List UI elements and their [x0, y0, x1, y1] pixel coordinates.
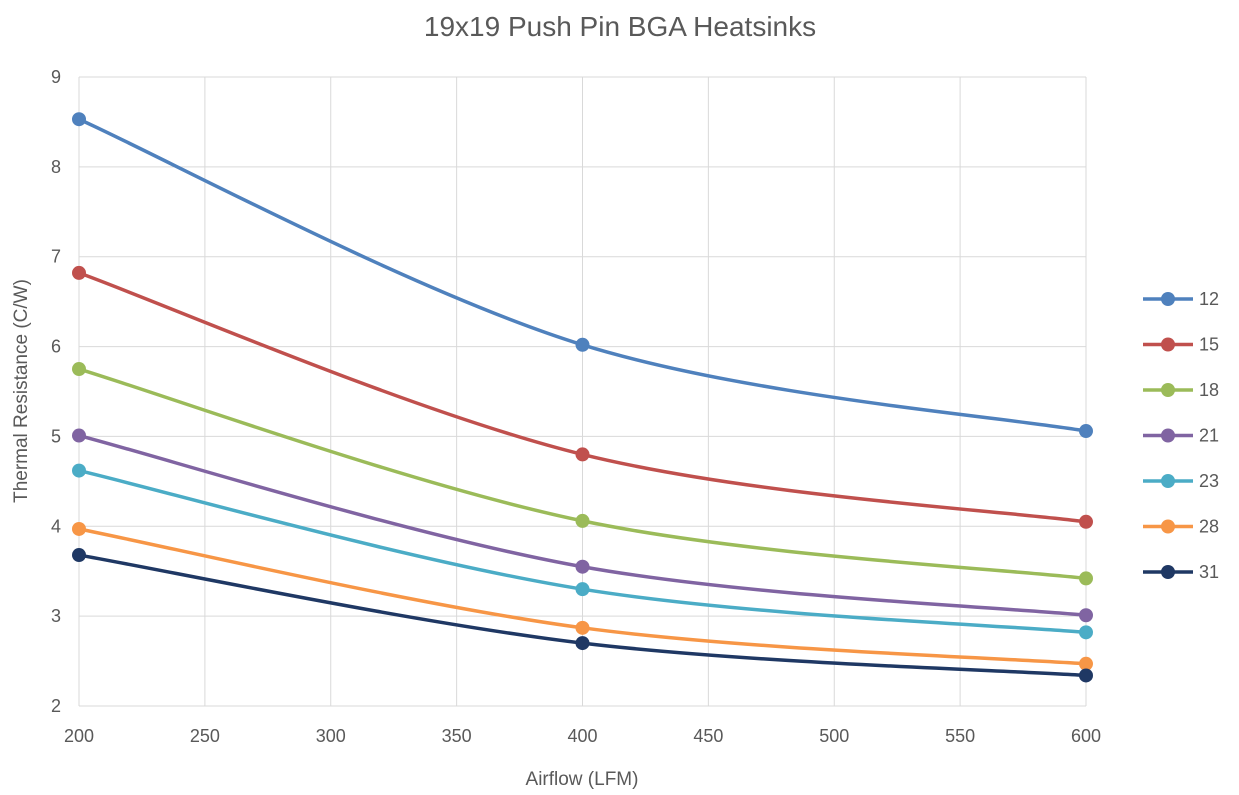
y-tick-label: 3 — [51, 606, 61, 626]
legend-item-21: 21 — [1143, 426, 1219, 446]
x-tick-label: 500 — [819, 726, 849, 746]
legend-item-28: 28 — [1143, 517, 1219, 537]
y-tick-label: 8 — [51, 157, 61, 177]
x-tick-label: 350 — [442, 726, 472, 746]
x-tick-label: 400 — [567, 726, 597, 746]
data-point-15-200 — [72, 265, 86, 280]
legend-marker-31 — [1161, 565, 1175, 579]
y-tick-label: 5 — [51, 426, 61, 446]
series-12 — [72, 112, 1093, 439]
chart-title: 19x19 Push Pin BGA Heatsinks — [424, 11, 816, 42]
legend-label-28: 28 — [1199, 517, 1219, 537]
series-21 — [72, 428, 1093, 623]
data-point-28-200 — [72, 521, 86, 536]
y-tick-label: 2 — [51, 696, 61, 716]
legend-marker-12 — [1161, 292, 1175, 306]
x-tick-label: 200 — [64, 726, 94, 746]
x-tick-label: 550 — [945, 726, 975, 746]
legend-label-18: 18 — [1199, 380, 1219, 400]
data-point-28-400 — [575, 620, 590, 635]
y-tick-label: 4 — [51, 516, 61, 536]
series-lines — [72, 112, 1093, 683]
data-point-21-200 — [72, 428, 86, 443]
data-point-31-400 — [575, 636, 590, 651]
y-axis-title: Thermal Resistance (C/W) — [11, 279, 32, 503]
legend-label-31: 31 — [1199, 562, 1219, 582]
data-point-23-400 — [575, 582, 590, 597]
data-point-12-400 — [575, 337, 590, 352]
x-tick-label: 250 — [190, 726, 220, 746]
legend-item-15: 15 — [1143, 335, 1219, 355]
data-point-18-400 — [575, 513, 590, 528]
data-point-31-200 — [72, 548, 86, 563]
x-axis-title: Airflow (LFM) — [526, 769, 639, 790]
x-tick-label: 600 — [1071, 726, 1101, 746]
x-tick-label: 300 — [316, 726, 346, 746]
data-point-23-200 — [72, 463, 86, 478]
data-point-15-400 — [575, 447, 590, 462]
data-point-28-600 — [1079, 656, 1093, 671]
legend-marker-28 — [1161, 519, 1175, 534]
series-18 — [72, 362, 1093, 586]
data-point-21-600 — [1079, 608, 1093, 623]
y-tick-label: 7 — [51, 247, 61, 267]
series-23 — [72, 463, 1093, 640]
data-point-12-200 — [72, 112, 86, 127]
series-31 — [72, 548, 1093, 683]
gridlines — [78, 76, 1087, 707]
x-tick-label: 450 — [693, 726, 723, 746]
legend-item-18: 18 — [1143, 380, 1219, 400]
series-15 — [72, 265, 1093, 529]
legend-item-23: 23 — [1143, 471, 1219, 491]
data-point-31-600 — [1079, 668, 1093, 683]
data-point-15-600 — [1079, 514, 1093, 529]
legend-label-12: 12 — [1199, 289, 1219, 309]
legend-item-31: 31 — [1143, 562, 1219, 582]
legend-marker-21 — [1161, 428, 1175, 443]
y-tick-label: 9 — [51, 67, 61, 87]
data-point-21-400 — [575, 559, 590, 574]
legend-item-12: 12 — [1143, 289, 1219, 309]
legend-marker-23 — [1161, 474, 1175, 488]
series-28 — [72, 521, 1093, 671]
legend-label-21: 21 — [1199, 426, 1219, 446]
legend-label-23: 23 — [1199, 471, 1219, 491]
data-point-18-200 — [72, 362, 86, 377]
legend-marker-15 — [1161, 337, 1175, 352]
legend-marker-18 — [1161, 383, 1175, 397]
y-tick-label: 6 — [51, 337, 61, 357]
axes: 200 250 300 350 400 450 500 550 600 2 3 4 5 6 7 8 9 — [51, 67, 1101, 746]
data-point-23-600 — [1079, 625, 1093, 640]
legend-label-15: 15 — [1199, 335, 1219, 355]
legend: 12 15 18 21 23 28 31 — [1143, 289, 1219, 582]
data-point-18-600 — [1079, 571, 1093, 586]
data-point-12-600 — [1079, 424, 1093, 439]
